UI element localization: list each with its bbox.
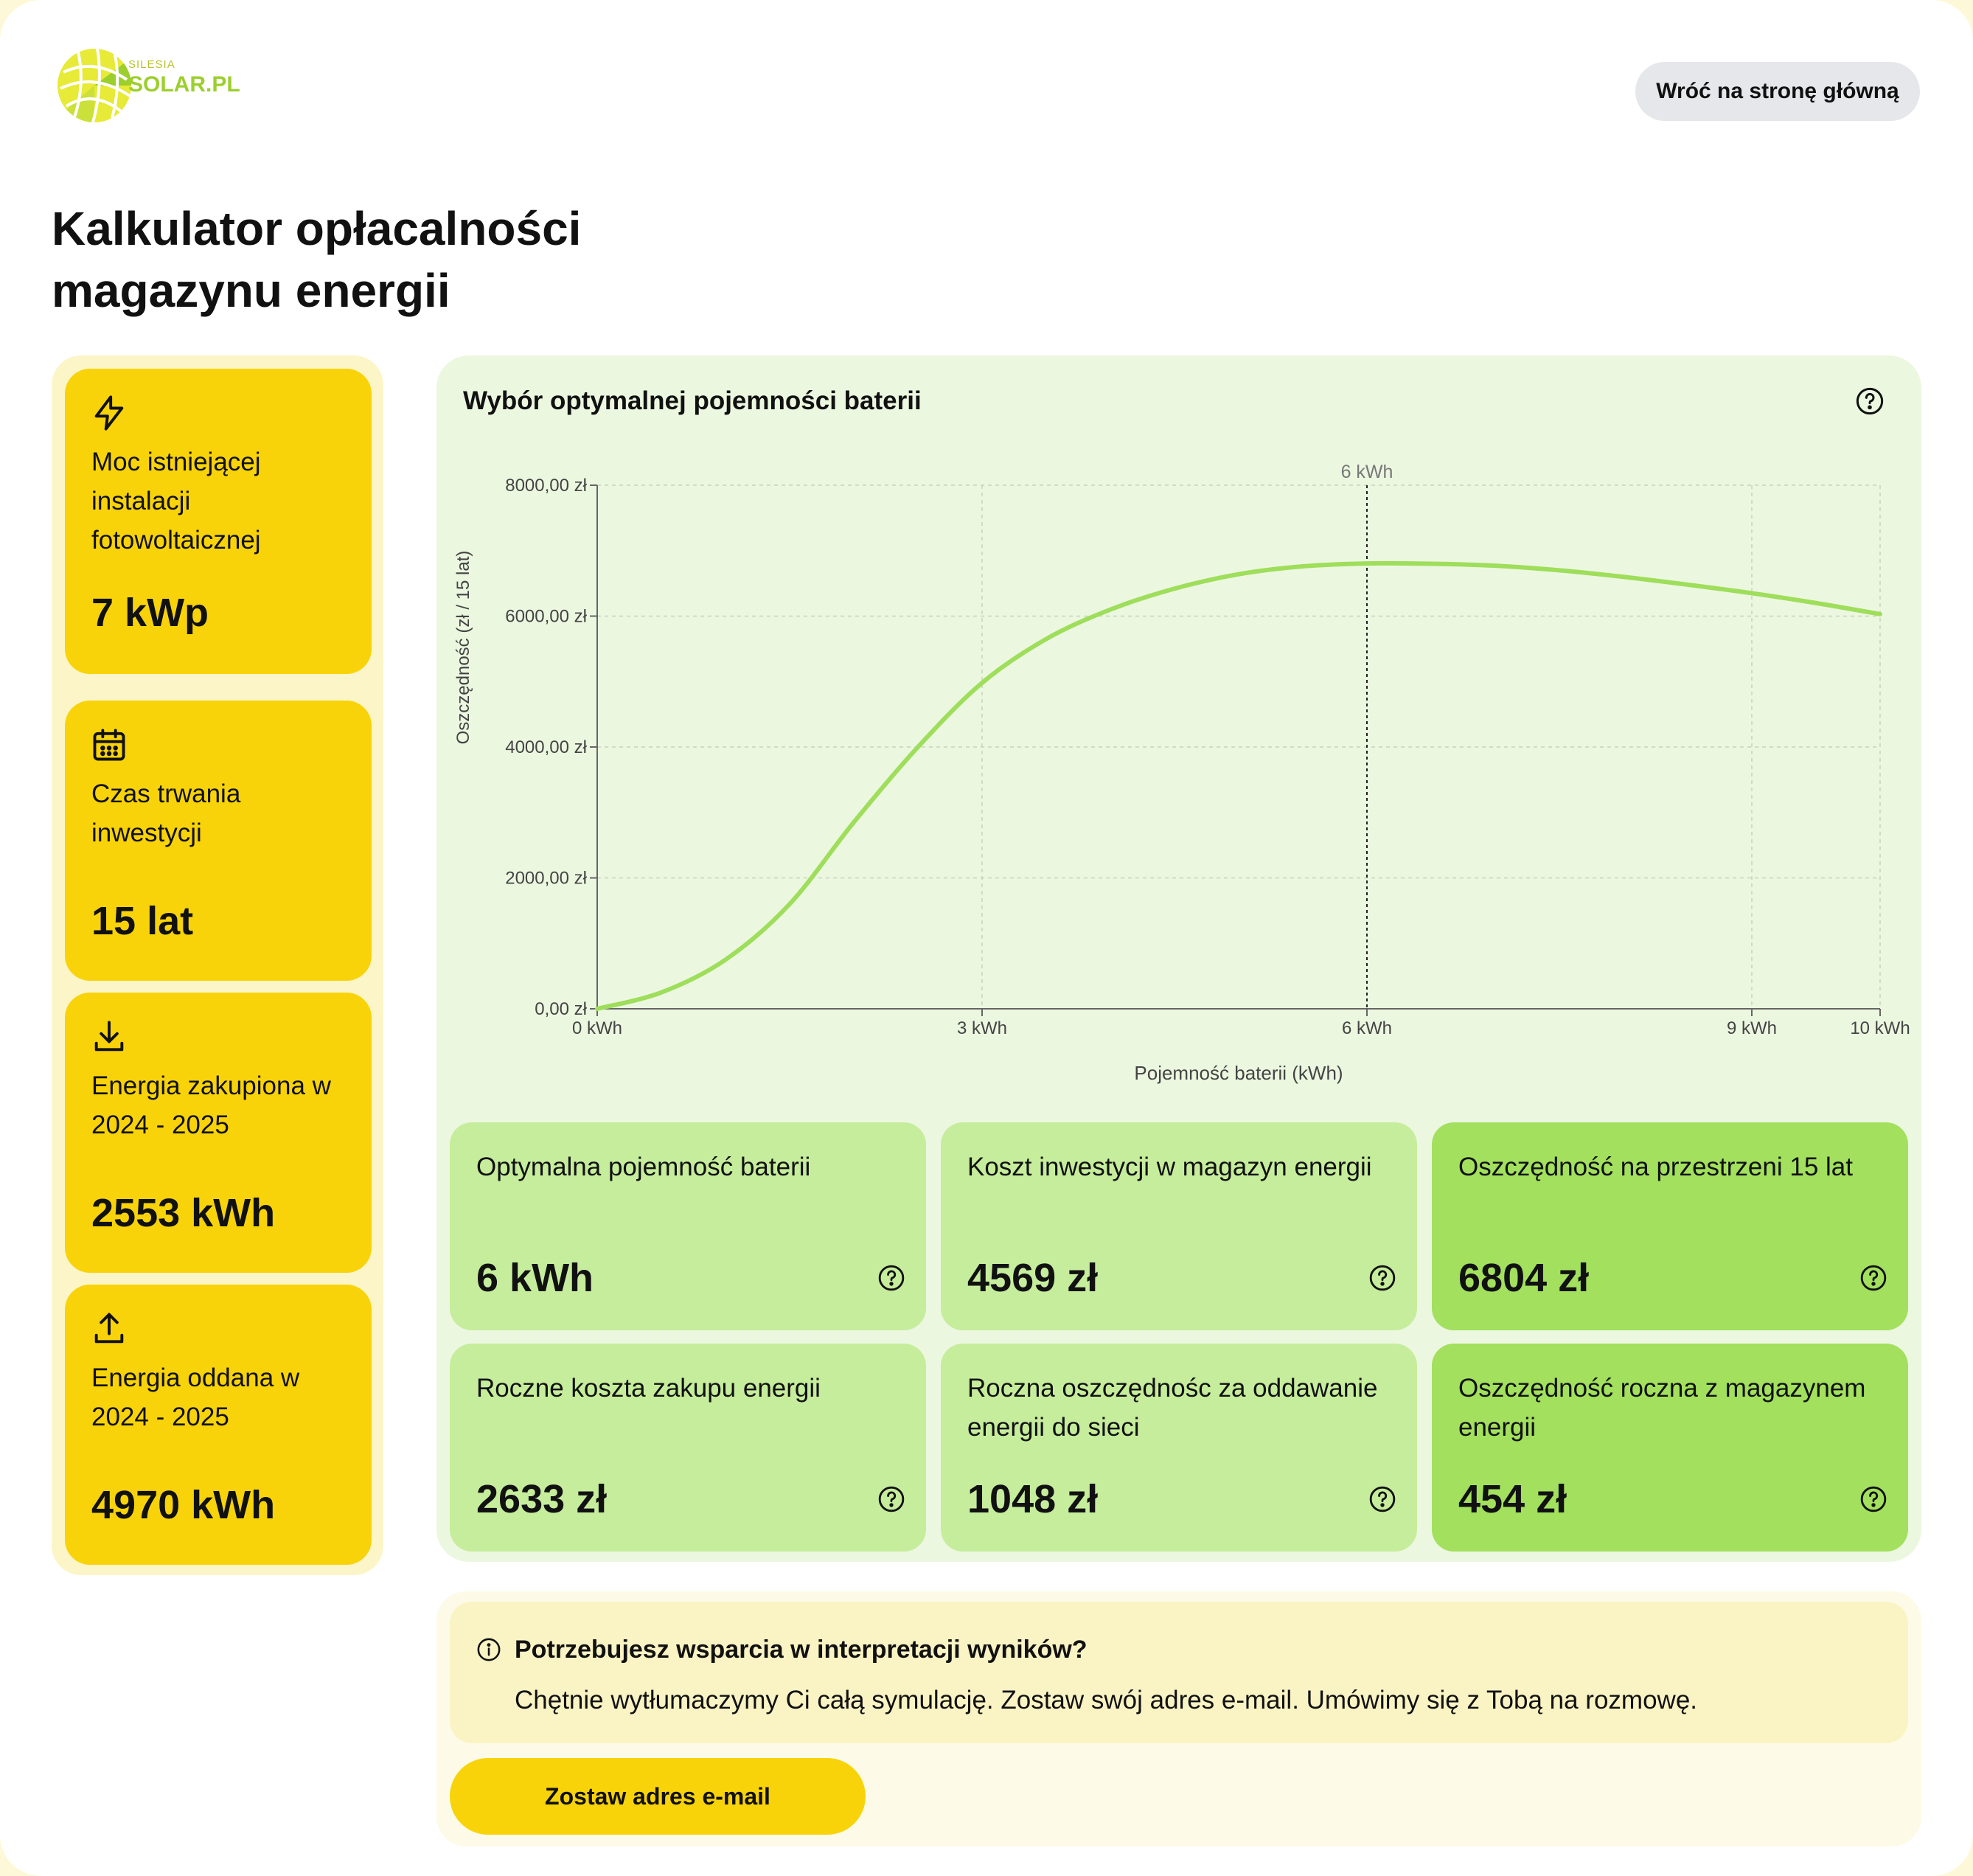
x-axis-label: Pojemność baterii (kWh) [1134, 1062, 1343, 1084]
pv-power-label: Moc istniejącej instalacji fotowoltaiczn… [91, 448, 261, 555]
help-icon[interactable] [1368, 1264, 1396, 1292]
result-label: Koszt inwestycji w magazyn energii [967, 1153, 1372, 1181]
support-panel: Potrzebujesz wsparcia w interpretacji wy… [436, 1591, 1921, 1847]
y-tick-label: 8000,00 zł [505, 476, 587, 496]
support-callout: Potrzebujesz wsparcia w interpretacji wy… [450, 1602, 1908, 1743]
pv-power-value: 7 kWp [91, 591, 209, 635]
x-tick-label: 10 kWh [1850, 1018, 1910, 1038]
energy-exported-label: Energia oddana w 2024 - 2025 [91, 1363, 300, 1431]
page-title: Kalkulator opłacalności magazynu energii [52, 202, 582, 317]
result-card-annual-purchase-cost[interactable]: Roczne koszta zakupu energii 2633 zł [450, 1344, 926, 1552]
y-tick-label: 4000,00 zł [505, 737, 587, 757]
lightning-icon [94, 395, 124, 431]
info-icon [477, 1638, 501, 1661]
result-card-annual-export-savings[interactable]: Roczna oszczędnośc za oddawanie energii … [941, 1344, 1417, 1552]
help-icon[interactable] [1859, 1264, 1887, 1292]
x-tick-label: 9 kWh [1727, 1018, 1777, 1038]
y-axis-label: Oszczędność (zł / 15 lat) [453, 551, 473, 745]
result-label: Roczne koszta zakupu energii [476, 1374, 821, 1403]
optimal-marker-label: 6 kWh [1341, 462, 1393, 482]
investment-duration-label: Czas trwania inwestycji [91, 779, 241, 847]
result-card-total-savings[interactable]: Oszczędność na przestrzeni 15 lat 6804 z… [1432, 1122, 1908, 1330]
help-icon[interactable] [1368, 1485, 1396, 1513]
result-label: Roczna oszczędnośc za oddawanie energii … [967, 1374, 1378, 1442]
savings-chart: 0,00 zł 2000,00 zł 4000,00 zł 6000,00 zł 800… [453, 462, 1910, 1084]
savings-series-line [595, 560, 1882, 1011]
input-summary-panel: Moc istniejącej instalacji fotowoltaiczn… [52, 355, 383, 1575]
x-tick-label: 3 kWh [957, 1018, 1007, 1038]
result-value: 6804 zł [1458, 1256, 1590, 1300]
upload-icon [94, 1313, 124, 1344]
battery-capacity-panel: Wybór optymalnej pojemności baterii 0,00… [436, 355, 1921, 1562]
result-card-optimal-capacity[interactable]: Optymalna pojemność baterii 6 kWh [450, 1122, 926, 1330]
result-value: 2633 zł [476, 1477, 608, 1521]
energy-purchased-card[interactable]: Energia zakupiona w 2024 - 2025 2553 kWh [65, 993, 372, 1273]
result-value: 4569 zł [967, 1256, 1099, 1300]
leave-email-button[interactable]: Zostaw adres e-mail [450, 1758, 866, 1835]
energy-purchased-label: Energia zakupiona w 2024 - 2025 [91, 1071, 331, 1139]
result-card-investment-cost[interactable]: Koszt inwestycji w magazyn energii 4569 … [941, 1122, 1417, 1330]
pv-power-card[interactable]: Moc istniejącej instalacji fotowoltaiczn… [65, 369, 372, 674]
energy-purchased-value: 2553 kWh [91, 1191, 276, 1235]
result-value: 6 kWh [476, 1256, 594, 1300]
result-label: Optymalna pojemność baterii [476, 1153, 811, 1181]
logo-brand-text: SOLAR.PL [128, 72, 240, 97]
support-title: Potrzebujesz wsparcia w interpretacji wy… [515, 1636, 1088, 1664]
result-card-annual-storage-savings[interactable]: Oszczędność roczna z magazynem energii 4… [1432, 1344, 1908, 1552]
logo-small-text: SILESIA [128, 58, 175, 71]
result-label: Oszczędność roczna z magazynem energii [1458, 1374, 1866, 1442]
help-icon[interactable] [877, 1485, 905, 1513]
back-to-home-button[interactable]: Wróć na stronę główną [1635, 62, 1920, 121]
y-tick-label: 2000,00 zł [505, 869, 587, 889]
help-icon[interactable] [1859, 1485, 1887, 1513]
help-icon[interactable] [1855, 386, 1885, 416]
x-tick-label: 0 kWh [572, 1018, 622, 1038]
chart-panel-title: Wybór optymalnej pojemności baterii [463, 386, 922, 415]
sun-logo-icon [58, 48, 131, 123]
energy-exported-value: 4970 kWh [91, 1483, 276, 1527]
investment-duration-card[interactable]: Czas trwania inwestycji 15 lat [65, 701, 372, 981]
y-tick-label: 0,00 zł [535, 999, 587, 1019]
result-value: 454 zł [1458, 1477, 1567, 1521]
download-icon [94, 1021, 124, 1052]
help-icon[interactable] [877, 1264, 905, 1292]
support-text: Chętnie wytłumaczymy Ci całą symulację. … [515, 1686, 1698, 1715]
x-tick-label: 6 kWh [1342, 1018, 1392, 1038]
calendar-icon [93, 729, 125, 761]
result-value: 1048 zł [967, 1477, 1099, 1521]
result-label: Oszczędność na przestrzeni 15 lat [1458, 1153, 1853, 1181]
energy-exported-card[interactable]: Energia oddana w 2024 - 2025 4970 kWh [65, 1285, 372, 1565]
investment-duration-value: 15 lat [91, 899, 194, 943]
y-tick-label: 6000,00 zł [505, 607, 587, 627]
